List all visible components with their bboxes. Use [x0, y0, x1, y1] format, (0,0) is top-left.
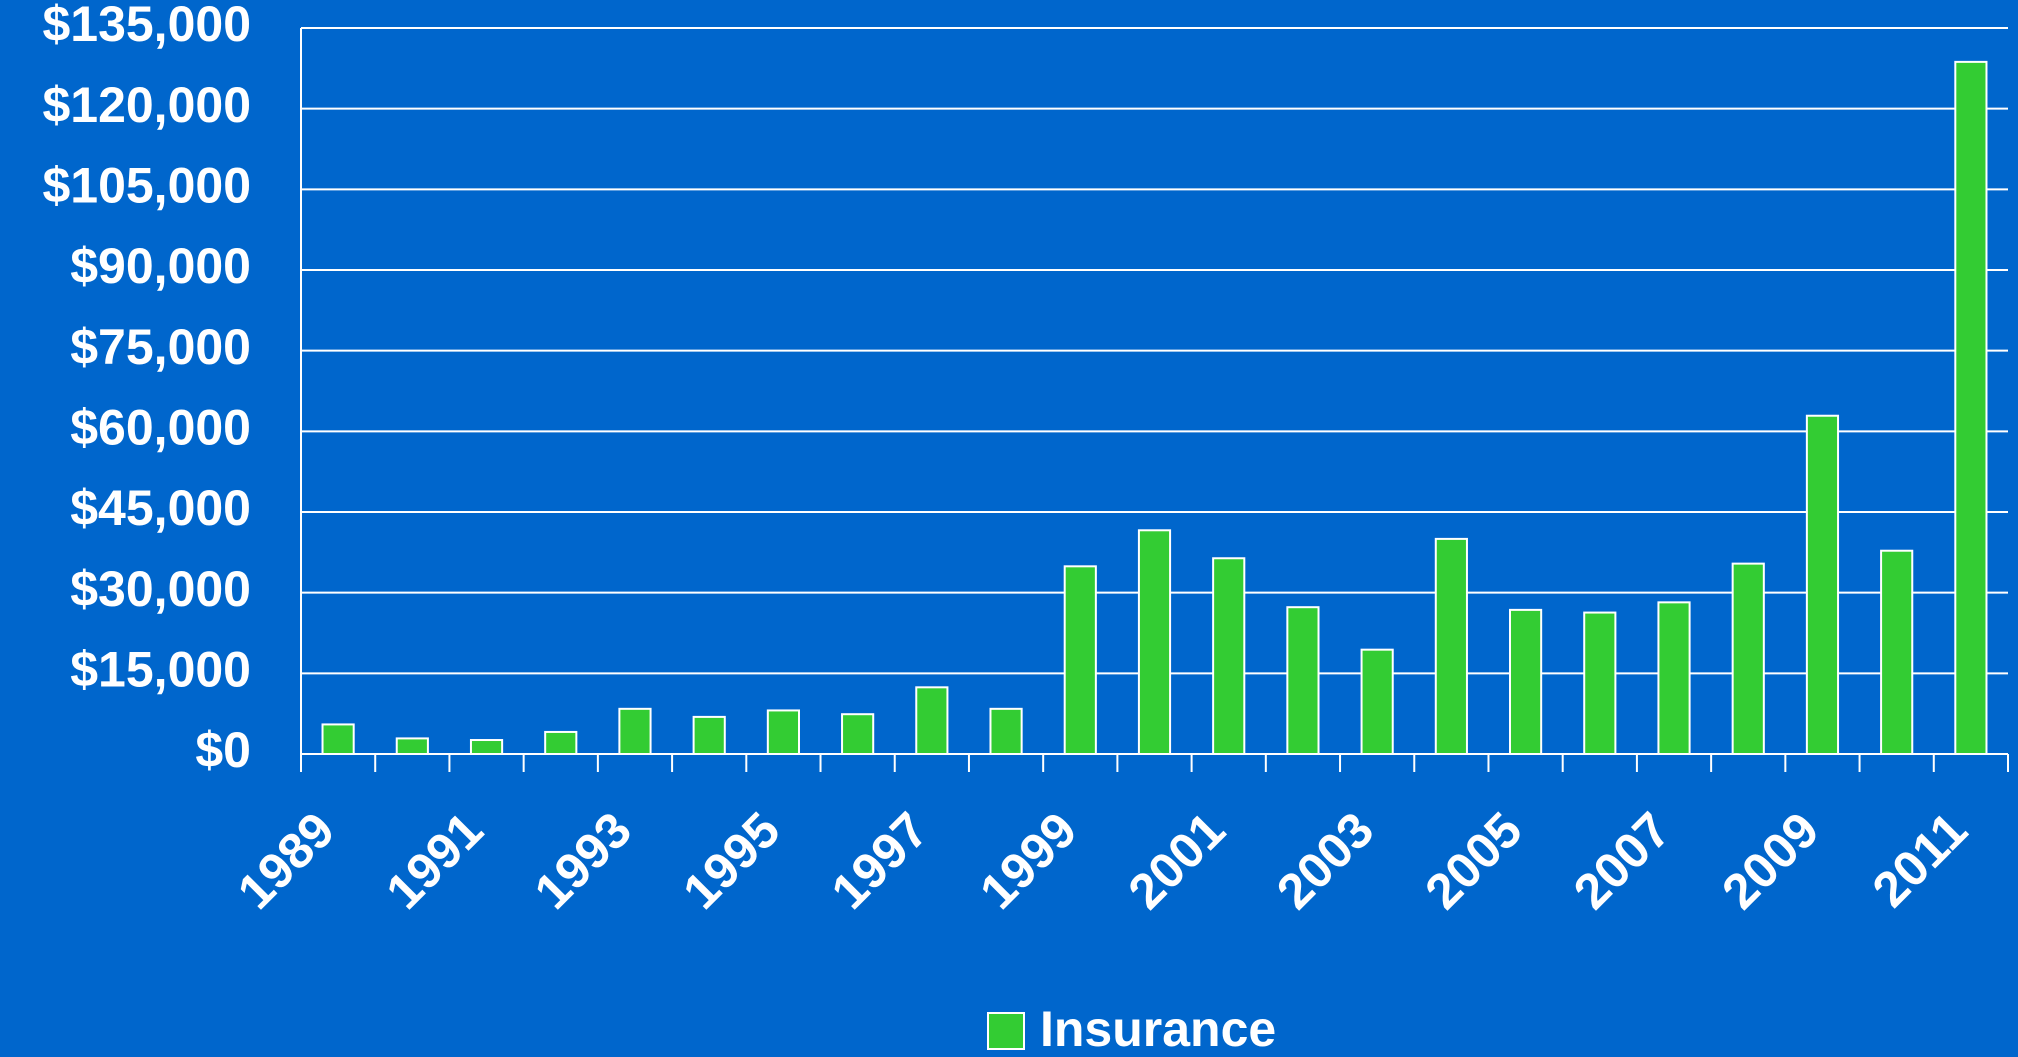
bar	[989, 707, 1023, 755]
bar	[1657, 601, 1691, 756]
bar	[1805, 414, 1840, 755]
bar	[395, 737, 429, 755]
bar	[1434, 537, 1468, 756]
bar	[766, 709, 800, 756]
y-tick-label: $45,000	[70, 480, 251, 536]
bar	[469, 739, 504, 755]
bar	[544, 730, 578, 755]
y-tick-label: $120,000	[42, 77, 251, 133]
bar	[1880, 549, 1914, 755]
bar	[618, 707, 652, 755]
legend-swatch	[987, 1012, 1025, 1050]
bar	[1286, 606, 1320, 755]
y-tick-label: $60,000	[70, 400, 251, 456]
y-tick-label: $0	[195, 722, 251, 778]
y-tick-label: $90,000	[70, 238, 251, 294]
bar	[1509, 608, 1543, 755]
y-tick-label: $75,000	[70, 319, 251, 375]
bar	[321, 723, 355, 756]
bar	[692, 715, 726, 755]
y-tick-label: $135,000	[42, 0, 251, 52]
bar	[1137, 529, 1172, 755]
bar	[841, 713, 875, 756]
y-tick-label: $30,000	[70, 561, 251, 617]
y-tick-label: $105,000	[42, 158, 251, 214]
legend-label: Insurance	[1040, 1001, 1276, 1057]
bar	[1954, 60, 1988, 755]
bar	[1212, 557, 1246, 756]
y-tick-label: $15,000	[70, 642, 251, 698]
bar	[1583, 611, 1617, 756]
bar	[1731, 562, 1765, 755]
bar	[1360, 648, 1394, 755]
bar	[915, 686, 949, 755]
bar	[1063, 565, 1097, 755]
